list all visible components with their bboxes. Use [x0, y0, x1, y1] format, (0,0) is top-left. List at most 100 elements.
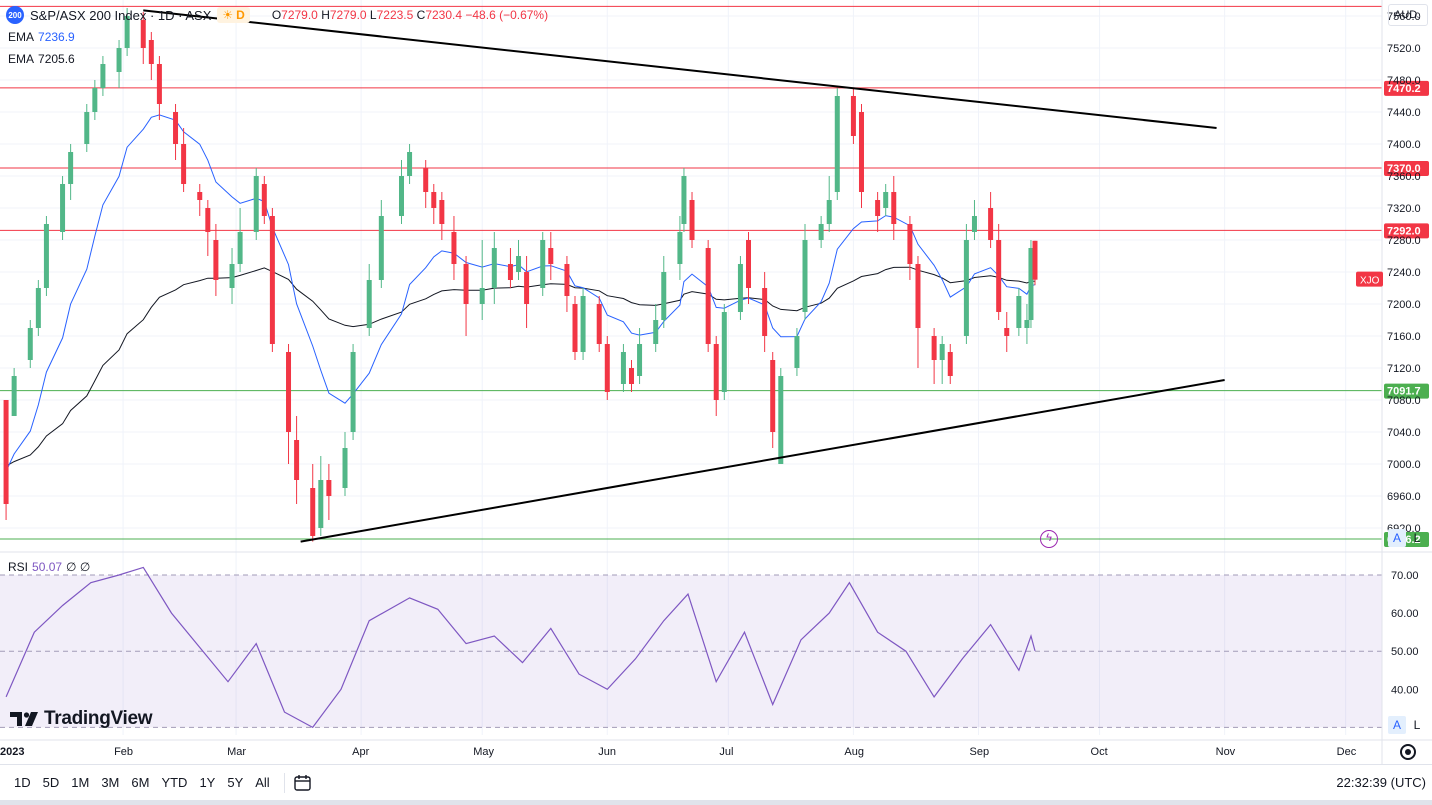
candle-body[interactable] — [931, 336, 937, 360]
candle-body[interactable] — [148, 40, 154, 64]
candle-body[interactable] — [366, 280, 372, 328]
candle-body[interactable] — [875, 200, 881, 216]
range-button-5d[interactable]: 5D — [42, 774, 60, 790]
candle-body[interactable] — [27, 328, 33, 360]
candle-body[interactable] — [479, 288, 485, 304]
tradingview-logo[interactable]: TradingView — [10, 708, 153, 730]
candle-body[interactable] — [237, 232, 243, 264]
candle-body[interactable] — [318, 480, 324, 528]
candle-body[interactable] — [205, 208, 211, 232]
candle-body[interactable] — [491, 248, 497, 288]
candle-body[interactable] — [826, 200, 832, 224]
candle-body[interactable] — [540, 240, 546, 288]
symbol-title[interactable]: S&P/ASX 200 Index · 1D · ASX — [30, 7, 212, 23]
candle-body[interactable] — [963, 240, 969, 336]
candle-body[interactable] — [677, 232, 683, 264]
candle-body[interactable] — [850, 96, 856, 136]
settings-gear-icon[interactable] — [1400, 744, 1416, 760]
candle-body[interactable] — [463, 264, 469, 304]
candle-body[interactable] — [124, 16, 130, 48]
ema-fast-legend[interactable]: EMA 7236.9 — [8, 30, 75, 44]
candle-body[interactable] — [350, 352, 356, 432]
rsi-line[interactable] — [5, 566, 1036, 729]
candle-body[interactable] — [261, 184, 267, 216]
rsi-log-scale-button[interactable]: L — [1413, 718, 1421, 732]
candle-body[interactable] — [524, 272, 530, 304]
candle-body[interactable] — [713, 344, 719, 400]
candle-body[interactable] — [398, 176, 404, 216]
candle-body[interactable] — [572, 304, 578, 352]
trendline[interactable] — [300, 379, 1225, 543]
range-button-ytd[interactable]: YTD — [161, 774, 188, 790]
candle-body[interactable] — [294, 440, 300, 480]
candle-body[interactable] — [181, 144, 187, 184]
candle-body[interactable] — [548, 248, 554, 264]
candle-body[interactable] — [140, 20, 146, 48]
candle-body[interactable] — [116, 48, 122, 72]
range-button-6m[interactable]: 6M — [131, 774, 150, 790]
candle-body[interactable] — [971, 216, 977, 232]
auto-scale-button[interactable]: A — [1388, 529, 1406, 547]
candle-body[interactable] — [439, 200, 445, 224]
candle-body[interactable] — [661, 272, 667, 320]
candle-body[interactable] — [681, 176, 687, 224]
candle-body[interactable] — [988, 208, 994, 240]
candle-body[interactable] — [326, 480, 332, 496]
candle-body[interactable] — [3, 400, 9, 504]
candle-body[interactable] — [507, 264, 513, 280]
candle-body[interactable] — [721, 312, 727, 392]
candle-body[interactable] — [213, 240, 219, 280]
candle-body[interactable] — [915, 264, 921, 328]
range-button-all[interactable]: All — [255, 774, 270, 790]
candle-body[interactable] — [11, 376, 17, 416]
interval-badge[interactable]: ☀ D — [217, 7, 250, 23]
candle-body[interactable] — [84, 112, 90, 144]
candle-body[interactable] — [653, 320, 659, 344]
candle-body[interactable] — [431, 192, 437, 208]
range-button-1m[interactable]: 1M — [71, 774, 90, 790]
candle-body[interactable] — [1028, 248, 1034, 320]
candle-body[interactable] — [92, 88, 98, 112]
candle-body[interactable] — [516, 256, 522, 272]
range-button-3m[interactable]: 3M — [101, 774, 120, 790]
candle-body[interactable] — [310, 488, 316, 536]
candle-body[interactable] — [229, 264, 235, 288]
candle-body[interactable] — [770, 360, 776, 432]
candle-body[interactable] — [173, 112, 179, 144]
candle-body[interactable] — [253, 176, 259, 232]
rsi-legend[interactable]: RSI 50.07 ∅ ∅ — [8, 560, 90, 574]
candle-body[interactable] — [762, 288, 768, 336]
candle-body[interactable] — [689, 200, 695, 240]
flash-icon[interactable]: ϟ — [1040, 530, 1058, 548]
candle-body[interactable] — [620, 352, 626, 384]
candle-body[interactable] — [778, 376, 784, 464]
candle-body[interactable] — [996, 240, 1002, 312]
candle-body[interactable] — [802, 240, 808, 312]
candle-body[interactable] — [407, 152, 413, 176]
ema-slow-legend[interactable]: EMA 7205.6 — [8, 52, 75, 66]
candle-body[interactable] — [939, 344, 945, 360]
rsi-auto-scale-button[interactable]: A — [1388, 716, 1406, 734]
log-scale-button[interactable]: L — [1413, 531, 1421, 545]
range-button-1d[interactable]: 1D — [14, 774, 31, 790]
candle-body[interactable] — [705, 248, 711, 344]
candle-body[interactable] — [1032, 240, 1038, 280]
candle-body[interactable] — [423, 168, 429, 192]
candle-body[interactable] — [858, 112, 864, 192]
candle-body[interactable] — [794, 336, 800, 368]
candle-body[interactable] — [43, 224, 49, 288]
candle-body[interactable] — [68, 152, 74, 184]
candle-body[interactable] — [891, 192, 897, 224]
candle-body[interactable] — [604, 344, 610, 392]
candle-body[interactable] — [1016, 296, 1022, 328]
candle-body[interactable] — [156, 64, 162, 104]
candle-body[interactable] — [818, 224, 824, 240]
candle-body[interactable] — [907, 224, 913, 264]
range-button-5y[interactable]: 5Y — [227, 774, 244, 790]
candle-body[interactable] — [269, 216, 275, 344]
symbol-badge[interactable]: 200 — [6, 6, 24, 24]
candle-body[interactable] — [564, 264, 570, 296]
utc-clock[interactable]: 22:32:39 (UTC) — [1336, 775, 1426, 790]
candle-body[interactable] — [580, 296, 586, 352]
